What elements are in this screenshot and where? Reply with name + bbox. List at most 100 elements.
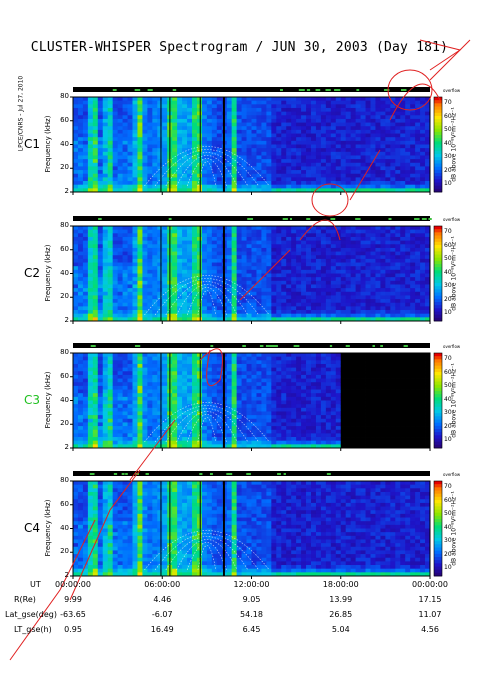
spectrogram-cell: [107, 404, 114, 409]
spectrogram-cell: [315, 317, 322, 322]
spectrogram-cell: [192, 133, 198, 138]
spectrogram-cell: [301, 240, 307, 245]
spectrogram-cell: [87, 382, 94, 387]
spectrogram-cell: [107, 118, 114, 123]
spectrogram-cell: [187, 389, 193, 394]
spectrogram-cell: [192, 144, 198, 149]
spectrogram-cell: [415, 118, 421, 123]
spectrogram-cell: [102, 262, 109, 267]
spectrogram-cell: [92, 144, 99, 149]
spectrogram-cell: [405, 240, 411, 245]
spectrogram-cell: [107, 310, 114, 315]
spectrogram-cell: [206, 353, 213, 358]
spectrogram-cell: [400, 104, 406, 109]
spectrogram-cell: [251, 418, 257, 423]
spectrogram-cell: [127, 122, 133, 127]
spectrogram-cell: [177, 133, 183, 138]
spectrogram-cell: [315, 236, 322, 242]
spectrogram-cell: [73, 284, 79, 289]
spectrogram-cell: [360, 137, 366, 142]
spectrogram-cell: [226, 229, 233, 234]
spectrogram-cell: [395, 155, 401, 160]
spectrogram-cell: [425, 100, 431, 105]
spectrogram-cell: [236, 407, 242, 412]
spectrogram-cell: [266, 313, 272, 318]
spectrogram-cell: [330, 244, 337, 249]
spectrogram-cell: [286, 229, 292, 234]
spectrogram-cell: [261, 371, 267, 376]
spectrogram-cell: [301, 291, 307, 296]
spectrogram-cell: [177, 444, 183, 449]
spectrogram-cell: [315, 291, 322, 296]
spectrogram-cell: [311, 184, 317, 189]
spectrogram-cell: [127, 247, 133, 252]
spectrogram-cell: [360, 306, 366, 311]
spectrogram-cell: [122, 166, 128, 171]
spectrogram-cell: [122, 181, 128, 186]
spectrogram-cell: [107, 426, 114, 431]
emission-arc: [165, 281, 249, 316]
spectrogram-cell: [87, 284, 94, 289]
spectrogram-cell: [196, 407, 203, 412]
spectrogram-cell: [266, 126, 272, 131]
spectrogram-cell: [390, 137, 396, 142]
spectrogram-cell: [400, 159, 406, 164]
spectrogram-cell: [355, 302, 361, 307]
spectrogram-cell: [345, 151, 352, 156]
spectrogram-cell: [231, 269, 238, 274]
spectrogram-cell: [291, 126, 297, 131]
spectrogram-cell: [127, 236, 133, 242]
spectrogram-cell: [296, 258, 302, 263]
spectrogram-cell: [241, 302, 247, 307]
spectrogram-cell: [286, 273, 292, 278]
spectrogram-cell: [82, 155, 89, 160]
spectrogram-cell: [172, 374, 178, 379]
spectrogram-cell: [246, 258, 252, 263]
spectrogram-cell: [147, 277, 153, 282]
spectrogram-cell: [261, 302, 267, 307]
spectrogram-cell: [122, 288, 128, 293]
spectrogram-cell: [147, 317, 153, 322]
spectrogram-cell: [196, 374, 203, 379]
spectrogram-cell: [415, 140, 421, 145]
spectrogram-cell: [355, 266, 361, 271]
spectrogram-cell: [162, 166, 168, 171]
spectrogram-cell: [147, 269, 153, 274]
spectrogram-cell: [355, 155, 361, 160]
spectrogram-cell: [276, 291, 282, 296]
spectrogram-cell: [142, 400, 148, 405]
spectrogram-cell: [201, 247, 208, 252]
spectrogram-cell: [112, 429, 119, 434]
spectrogram-cell: [211, 104, 218, 109]
spectrogram-cell: [281, 306, 287, 311]
spectrogram-cell: [271, 429, 277, 434]
spectrogram-cell: [425, 302, 431, 307]
spectrogram-cell: [315, 295, 322, 300]
spectrogram-cell: [281, 100, 287, 105]
spectrogram-cell: [325, 151, 332, 156]
spectrogram-cell: [306, 151, 312, 156]
spectrogram-cell: [137, 247, 143, 252]
spectrogram-cell: [192, 162, 198, 167]
spectrogram-cell: [400, 317, 406, 322]
spectrogram-cell: [286, 306, 292, 311]
spectrogram-cell: [216, 374, 223, 379]
spectrogram-cell: [172, 236, 178, 242]
spectrogram-cell: [73, 255, 79, 260]
spectrogram-cell: [201, 415, 208, 420]
spectrogram-cell: [157, 273, 163, 278]
spectrogram-cell: [335, 104, 342, 109]
spectrogram-cell: [385, 155, 391, 160]
spectrogram-cell: [325, 144, 332, 149]
spectrogram-cell: [420, 306, 426, 311]
spectrogram-cell: [311, 162, 317, 167]
spectrogram-cell: [266, 440, 272, 445]
spectrogram-cell: [400, 269, 406, 274]
spectrogram-cell: [345, 100, 352, 105]
spectrogram-cell: [301, 151, 307, 156]
spectrogram-cell: [73, 236, 79, 242]
spectrogram-cell: [320, 177, 327, 182]
spectrogram-cell: [127, 418, 133, 423]
spectrogram-cell: [216, 433, 223, 438]
spectrogram-cell: [137, 277, 143, 282]
